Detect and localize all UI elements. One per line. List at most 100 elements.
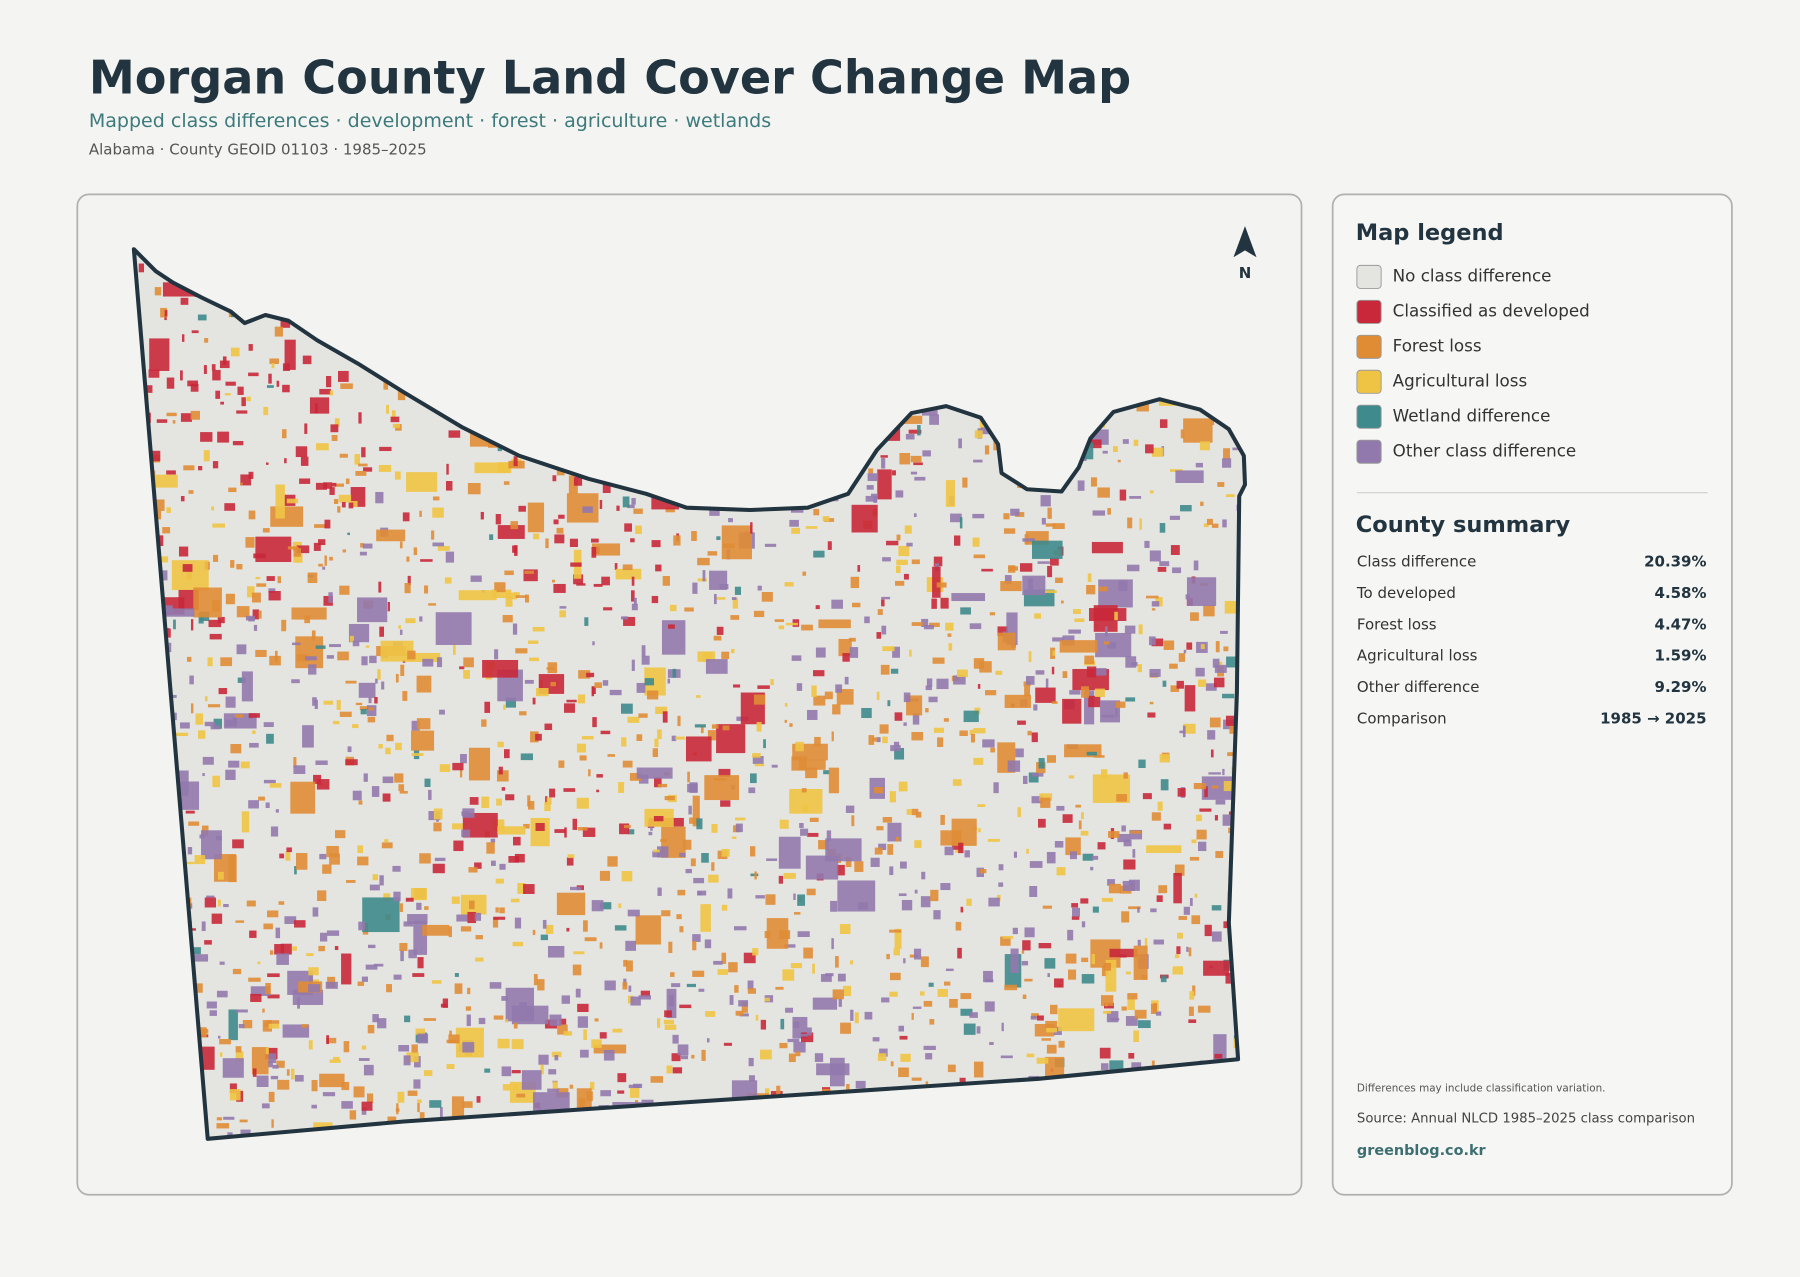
- change-patch: [989, 612, 996, 616]
- change-patch: [1203, 960, 1229, 976]
- change-patch: [375, 678, 378, 684]
- change-patch: [495, 907, 499, 913]
- change-patch: [166, 470, 176, 475]
- change-patch: [348, 502, 354, 509]
- change-patch: [523, 569, 538, 582]
- change-patch: [546, 797, 552, 805]
- change-patch: [776, 1085, 781, 1097]
- change-patch: [636, 767, 673, 779]
- change-patch: [1177, 932, 1183, 939]
- change-patch: [1151, 638, 1164, 647]
- change-patch: [1052, 523, 1065, 530]
- change-patch: [445, 481, 453, 491]
- change-patch: [311, 1104, 317, 1109]
- change-patch: [512, 1084, 518, 1091]
- change-patch: [182, 564, 193, 572]
- change-patch: [502, 1084, 511, 1091]
- change-patch: [545, 924, 554, 934]
- change-patch: [886, 540, 899, 546]
- change-patch: [807, 1027, 812, 1036]
- change-patch: [1062, 698, 1082, 724]
- change-patch: [1084, 655, 1095, 665]
- change-patch: [307, 572, 318, 584]
- change-patch: [1127, 999, 1135, 1011]
- change-patch: [1178, 653, 1186, 662]
- change-patch: [756, 722, 762, 732]
- change-patch: [242, 1019, 253, 1029]
- change-patch: [240, 482, 243, 485]
- change-patch: [313, 542, 321, 551]
- change-patch: [375, 491, 384, 504]
- summary-value: 9.29%: [1655, 678, 1707, 696]
- change-patch: [662, 711, 668, 723]
- change-patch: [602, 484, 611, 494]
- change-patch: [1069, 690, 1081, 695]
- change-patch: [1003, 513, 1010, 520]
- change-patch: [1151, 447, 1164, 457]
- change-patch: [1049, 1004, 1058, 1015]
- change-patch: [339, 585, 350, 595]
- change-patch: [1138, 759, 1146, 768]
- change-patch: [1000, 1055, 1013, 1059]
- change-patch: [353, 1086, 365, 1098]
- change-patch: [1199, 441, 1211, 451]
- change-patch: [311, 630, 316, 641]
- change-patch: [475, 957, 484, 962]
- change-patch: [512, 623, 518, 635]
- change-patch: [697, 890, 707, 896]
- change-patch: [293, 548, 302, 557]
- change-patch: [1125, 697, 1136, 702]
- change-patch: [510, 521, 518, 530]
- change-patch: [831, 938, 834, 950]
- change-patch: [511, 1039, 524, 1050]
- change-patch: [631, 497, 636, 505]
- change-patch: [1019, 563, 1033, 572]
- change-patch: [363, 1064, 374, 1076]
- change-patch: [317, 890, 327, 902]
- change-patch: [362, 543, 373, 549]
- change-patch: [268, 588, 276, 594]
- change-patch: [161, 570, 168, 581]
- change-patch: [842, 653, 850, 662]
- change-patch: [635, 915, 661, 945]
- change-patch: [326, 655, 334, 659]
- change-patch: [527, 795, 531, 807]
- change-patch: [515, 648, 528, 654]
- change-patch: [708, 874, 719, 883]
- site-link[interactable]: greenblog.co.kr: [1357, 1143, 1487, 1159]
- change-patch: [304, 615, 311, 624]
- change-patch: [631, 590, 635, 602]
- change-patch: [675, 736, 685, 740]
- change-patch: [230, 560, 235, 568]
- change-patch: [267, 973, 280, 978]
- change-patch: [1149, 668, 1161, 677]
- change-patch: [748, 1057, 754, 1067]
- change-patch: [953, 675, 966, 685]
- change-patch: [276, 380, 280, 387]
- change-patch: [282, 1024, 310, 1038]
- change-patch: [538, 1054, 549, 1065]
- change-patch: [420, 559, 433, 562]
- change-patch: [867, 473, 879, 482]
- change-patch: [1098, 579, 1133, 608]
- change-patch: [493, 916, 506, 920]
- change-patch: [972, 537, 980, 547]
- change-patch: [1198, 679, 1207, 687]
- change-patch: [299, 478, 311, 484]
- change-patch: [248, 713, 260, 718]
- change-patch: [1137, 907, 1140, 913]
- change-patch: [596, 789, 600, 793]
- change-patch: [582, 506, 593, 513]
- change-patch: [295, 636, 324, 669]
- change-patch: [720, 800, 731, 807]
- change-patch: [433, 808, 443, 820]
- change-patch: [458, 590, 497, 601]
- change-patch: [950, 513, 962, 523]
- change-patch: [945, 480, 956, 507]
- change-patch: [180, 413, 193, 422]
- change-patch: [417, 1033, 429, 1044]
- change-patch: [609, 689, 622, 696]
- change-patch: [468, 747, 491, 781]
- change-patch: [162, 527, 171, 534]
- change-patch: [911, 731, 924, 741]
